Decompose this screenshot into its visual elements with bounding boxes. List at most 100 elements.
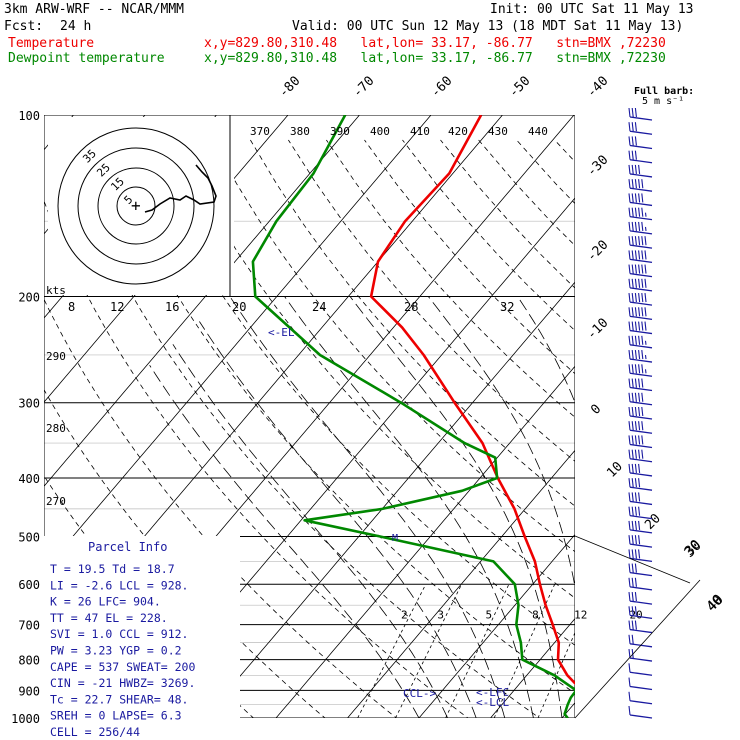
wind-barb-flag: [634, 349, 637, 360]
dry-adiabat-line: [97, 139, 575, 694]
wind-barb-flag: [628, 136, 631, 146]
wind-barb-flag: [634, 164, 637, 175]
wind-barb-staff: [629, 415, 653, 420]
temperature-legend-label: Temperature: [8, 36, 95, 51]
wind-barb-flag: [631, 250, 634, 260]
wind-barb-flag: [628, 321, 631, 331]
wind-barb-staff: [629, 401, 653, 406]
wind-barb-staff: [629, 173, 653, 178]
wind-barb-flag: [641, 421, 644, 431]
hodograph-axis-label: 12: [110, 300, 124, 314]
dry-adiabat-label: 280: [46, 422, 66, 435]
dry-adiabat-label: 430: [488, 125, 508, 138]
wind-barb-staff: [629, 429, 653, 434]
wind-barb-staff: [629, 130, 653, 135]
wind-barb-flag: [641, 406, 644, 417]
dry-adiabat-line: [44, 200, 469, 718]
wind-barb-flag: [628, 193, 631, 203]
wind-barb-flag: [631, 620, 634, 630]
hodograph-background: [48, 117, 234, 295]
wind-barb-staff: [629, 230, 653, 235]
pressure-tick-label: 500: [18, 530, 40, 544]
wind-barb-flag: [631, 449, 634, 459]
wind-barb-flag: [631, 606, 634, 616]
wind-barb-flag: [631, 164, 634, 175]
wind-barb-flag: [628, 620, 631, 630]
chart-grid: [44, 115, 575, 718]
wind-barb-flag: [628, 107, 631, 118]
wind-barb-half: [644, 354, 647, 360]
dry-adiabat-line: [554, 139, 575, 163]
wind-barb-staff: [629, 301, 653, 306]
wind-barb-flag: [638, 179, 641, 189]
parcel-info-title: Parcel Info: [88, 540, 167, 554]
wind-barb-staff: [629, 671, 653, 676]
pressure-tick-label: 300: [18, 397, 40, 411]
wind-barb-flag: [644, 293, 647, 303]
hodograph-trace: [144, 164, 217, 213]
wind-barb-flag: [628, 122, 631, 132]
wind-barb-flag: [644, 307, 647, 317]
pressure-tick-label: 900: [18, 684, 40, 698]
lcl-lfc-marker: <-LFC: [476, 686, 509, 699]
wind-barb-flag: [634, 506, 637, 516]
wind-barb-flag: [644, 264, 647, 274]
shear-label: 30: [682, 538, 705, 561]
dry-adiabat-label: 290: [46, 350, 66, 363]
isotherm-line: [347, 449, 575, 718]
parcel-info-row: K = 26 LFC= 904.: [50, 595, 161, 609]
wind-barb-flag: [641, 335, 644, 345]
mixing-ratio-label: 8: [532, 609, 539, 622]
wind-barb-flag: [628, 421, 631, 431]
shear-axis-line: [574, 579, 701, 719]
isotherm-line: [418, 533, 575, 718]
wind-barb-staff: [629, 358, 653, 363]
mixing-ratio-line: [493, 584, 556, 718]
wind-barb-flag: [644, 321, 647, 331]
isotherm-line: [44, 115, 289, 403]
parcel-info-row: CAPE = 537 SWEAT= 200: [50, 660, 195, 674]
wind-barb-flag: [628, 435, 631, 445]
wind-barb-flag: [631, 520, 634, 530]
wind-barb-flag: [634, 449, 637, 459]
wind-barb-flag: [631, 592, 634, 602]
wind-barb-flag: [641, 449, 644, 459]
mixing-ratio-label: 5: [486, 609, 493, 622]
wind-barb-flag: [631, 321, 634, 331]
dry-adiabat-label: 420: [448, 125, 468, 138]
wind-barb-flag: [638, 349, 641, 360]
wind-barb-flag: [634, 136, 637, 146]
wind-barb-flag: [631, 179, 634, 189]
wind-barb-flag: [638, 293, 641, 303]
wind-barb-flag: [634, 406, 637, 417]
wind-barb-flag: [638, 378, 641, 388]
wind-barb-half: [644, 340, 647, 345]
hodograph-axis-label: 24: [312, 300, 326, 314]
mixing-ratio-label: 2: [401, 609, 408, 622]
moist-adiabat-line: [199, 321, 477, 718]
wind-barb-flag: [628, 535, 631, 545]
wind-barb-staff: [629, 586, 653, 591]
dry-adiabat-line: [173, 139, 575, 599]
pressure-tick-label: 600: [18, 578, 40, 592]
wind-barb-flag: [638, 506, 641, 516]
wind-barb-flag: [628, 164, 631, 175]
wind-barb-flag: [634, 150, 637, 160]
wind-barb-flag: [641, 321, 644, 331]
wind-barb-staff: [629, 287, 653, 292]
dewpoint-legend-info: x,y=829.80,310.48 lat,lon= 33.17, -86.77…: [204, 51, 666, 66]
temperature-tick-label: 0: [588, 402, 604, 418]
parcel-info-row: Tc = 22.7 SHEAR= 48.: [50, 692, 188, 706]
mixing-ratio-line: [537, 631, 575, 718]
wind-barb-flag: [631, 335, 634, 345]
wind-barb-staff: [629, 628, 653, 634]
wind-barb-half: [644, 212, 647, 217]
wind-barb-flag: [631, 577, 634, 587]
wind-barb-staff: [629, 657, 653, 662]
wind-barb-staff: [629, 315, 653, 320]
wind-barb-flag: [638, 406, 641, 417]
wind-barbs: Full barb:5 m s⁻¹ 30 40: [574, 86, 727, 719]
dry-adiabat-label: 400: [370, 125, 390, 138]
wind-barb-flag: [638, 364, 641, 374]
wind-barb-staff: [629, 329, 653, 335]
